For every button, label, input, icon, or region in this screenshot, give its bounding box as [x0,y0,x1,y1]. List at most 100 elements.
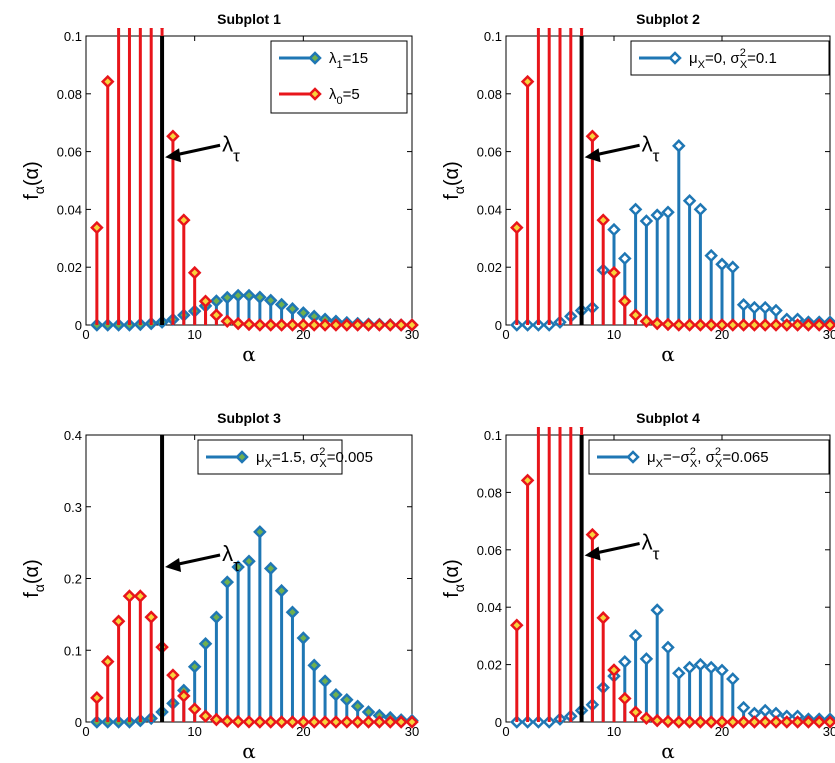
stem-marker [704,715,718,729]
stem-marker [394,318,408,332]
x-tick-label: 10 [187,327,201,342]
legend: λ1=15 λ0=5 [270,40,408,114]
stem-marker [661,714,675,729]
legend-box [270,40,408,114]
stem-marker [780,715,794,729]
stem-marker [661,205,675,220]
stem-marker [198,709,213,723]
y-tick-label: 0.1 [484,29,502,44]
stem-marker [628,308,643,322]
legend-label: μX=1.5, σ2 X=0.005 [256,446,373,470]
subplot-title: Subplot 4 [636,410,700,426]
x-tick-label: 30 [823,327,835,342]
legend: μX=−σ2 X, σ2 X=0.065 [588,439,830,475]
stem-marker [715,715,729,729]
y-tick-label: 0.06 [477,543,502,558]
stem-marker [650,603,664,617]
stem-marker [607,222,621,237]
stem-marker [661,317,675,332]
subplot-title: Subplot 2 [636,11,700,27]
stem-marker [736,700,751,715]
stem-marker [618,251,632,266]
legend-marker [308,87,322,101]
stem-marker [693,202,708,217]
y-tick-label: 0.06 [477,145,502,160]
stem-marker [650,713,664,728]
subplot-4: Subplot 4 0 10 20 30 0 0.02 0.04 0.06 0.08 0.1 α fα(… [441,410,835,763]
stem-marker [296,631,311,645]
stem-marker [340,692,354,707]
stem-marker [263,715,278,729]
legend: μX=0, σ2 X=0.1 [630,40,830,76]
y-tick-label: 0.04 [477,600,502,615]
stem-marker [296,318,311,332]
stem-marker [242,715,256,729]
stem-marker [350,715,365,729]
stem-marker [672,139,686,153]
arrow-head [584,546,601,561]
stem-marker [639,214,654,228]
stem-marker [650,316,664,331]
stem-marker [682,715,697,729]
stem-marker [383,715,398,729]
legend-label: μX=0, σ2 X=0.1 [689,47,777,71]
stem-marker [672,715,686,729]
stem-marker [682,660,697,675]
x-tick-label: 20 [715,327,729,342]
stem-marker [510,220,524,235]
stem-marker [209,294,224,308]
stem-marker [111,614,126,629]
stem-marker [285,715,300,729]
threshold-annotation: λτ [222,131,240,165]
stem-marker [329,687,343,702]
stem-marker [682,193,697,208]
y-tick-label: 0.06 [57,145,82,160]
arrow-head [165,557,182,572]
stem-marker [618,654,632,669]
stem-marker [177,213,191,227]
x-tick-label: 10 [607,724,621,739]
stem-marker [628,202,643,217]
stem-marker [394,715,408,729]
annotation-arrow [173,553,221,567]
y-tick-label: 0.04 [477,202,502,217]
stem-marker [329,715,343,729]
stem-marker [274,297,289,312]
stem-marker [747,300,762,315]
stem-marker [823,318,835,332]
stem-marker [350,318,365,332]
stem-marker [405,318,419,332]
stem-marker [307,318,321,332]
stem-marker [307,715,321,729]
stem-marker [318,318,332,332]
x-tick-label: 0 [502,724,509,739]
stem-marker [726,672,740,686]
subplot-title: Subplot 1 [217,11,281,27]
threshold-annotation: λτ [642,529,660,563]
stem-marker [100,654,115,669]
y-tick-label: 0.2 [64,572,82,587]
stem-marker [274,583,289,598]
stem-marker [736,715,751,729]
stem-marker [198,637,213,651]
stem-marker [90,691,104,705]
y-tick-label: 0.1 [64,29,82,44]
stem-marker [144,610,158,624]
stem-marker [100,74,115,89]
stem-marker [198,294,213,309]
subplot-3: Subplot 3 0 10 20 30 0 0.1 0.2 0.3 0.4 α fα(α) λτ μX=… [21,410,419,763]
stem-marker [661,640,675,655]
stem-marker [639,652,654,666]
stem-marker [628,705,643,720]
y-tick-label: 0 [75,715,82,730]
stem-marker [801,318,816,332]
stem-marker [263,561,278,576]
stem-marker [704,318,718,332]
stem-marker [715,318,729,332]
annotation-arrow [593,143,640,157]
stem-marker [596,213,610,227]
stem-marker [758,715,772,729]
stem-marker [736,318,751,332]
stem-marker [160,28,165,31]
y-tick-label: 0 [75,318,82,333]
